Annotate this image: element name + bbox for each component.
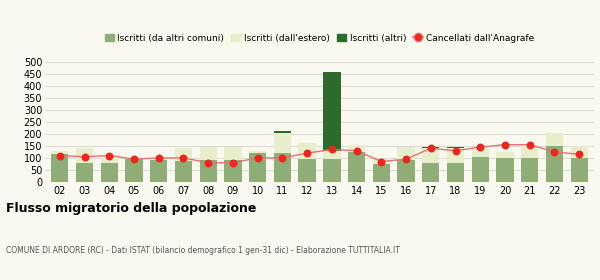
Bar [200,147,217,160]
Legend: Iscritti (da altri comuni), Iscritti (dall'estero), Iscritti (altri), Cancellati: Iscritti (da altri comuni), Iscritti (da… [101,30,538,46]
Bar [101,163,118,182]
Cancellati dall'Anagrafe [154,156,164,160]
Cancellati dall'Anagrafe [401,157,411,161]
Bar [323,159,341,182]
Bar [447,163,464,182]
Cancellati dall'Anagrafe [327,147,337,152]
Bar [125,158,143,159]
Cancellati dall'Anagrafe [302,151,312,155]
Bar [373,159,390,164]
Bar [224,160,242,182]
Cancellati dall'Anagrafe [179,156,188,160]
Bar [472,147,489,157]
Cancellati dall'Anagrafe [278,156,287,160]
Cancellati dall'Anagrafe [203,160,213,165]
Bar [521,146,538,158]
Bar [348,152,365,182]
Bar [298,159,316,182]
Bar [348,145,365,152]
Bar [397,160,415,182]
Bar [175,161,192,182]
Bar [546,133,563,146]
Bar [571,146,588,158]
Cancellati dall'Anagrafe [500,143,510,147]
Bar [298,143,316,159]
Bar [447,147,464,148]
Bar [496,152,514,158]
Bar [373,164,390,182]
Bar [422,148,439,163]
Bar [76,148,93,163]
Text: Flusso migratorio della popolazione: Flusso migratorio della popolazione [6,202,256,214]
Cancellati dall'Anagrafe [352,148,361,153]
Bar [274,133,291,153]
Bar [521,158,538,182]
Bar [571,158,588,182]
Bar [249,151,266,153]
Bar [397,147,415,160]
Text: COMUNE DI ARDORE (RC) - Dati ISTAT (bilancio demografico 1 gen-31 dic) - Elabora: COMUNE DI ARDORE (RC) - Dati ISTAT (bila… [6,246,400,255]
Bar [422,147,439,148]
Bar [249,153,266,182]
Bar [76,163,93,182]
Cancellati dall'Anagrafe [426,146,436,151]
Cancellati dall'Anagrafe [228,160,238,165]
Cancellati dall'Anagrafe [525,143,535,147]
Bar [496,158,514,182]
Cancellati dall'Anagrafe [253,156,262,160]
Cancellati dall'Anagrafe [377,159,386,164]
Bar [447,148,464,163]
Cancellati dall'Anagrafe [129,157,139,161]
Bar [125,159,143,182]
Bar [546,146,563,182]
Bar [323,151,341,159]
Bar [274,131,291,133]
Cancellati dall'Anagrafe [80,155,89,159]
Cancellati dall'Anagrafe [574,152,584,157]
Bar [422,163,439,182]
Cancellati dall'Anagrafe [550,150,559,154]
Cancellati dall'Anagrafe [55,153,65,158]
Bar [101,155,118,163]
Cancellati dall'Anagrafe [104,153,114,158]
Bar [150,160,167,182]
Cancellati dall'Anagrafe [475,145,485,149]
Bar [472,157,489,182]
Bar [274,153,291,182]
Cancellati dall'Anagrafe [451,148,460,153]
Bar [51,151,68,154]
Bar [175,148,192,161]
Bar [51,154,68,182]
Bar [224,147,242,160]
Bar [200,160,217,182]
Bar [150,159,167,160]
Bar [323,73,341,151]
